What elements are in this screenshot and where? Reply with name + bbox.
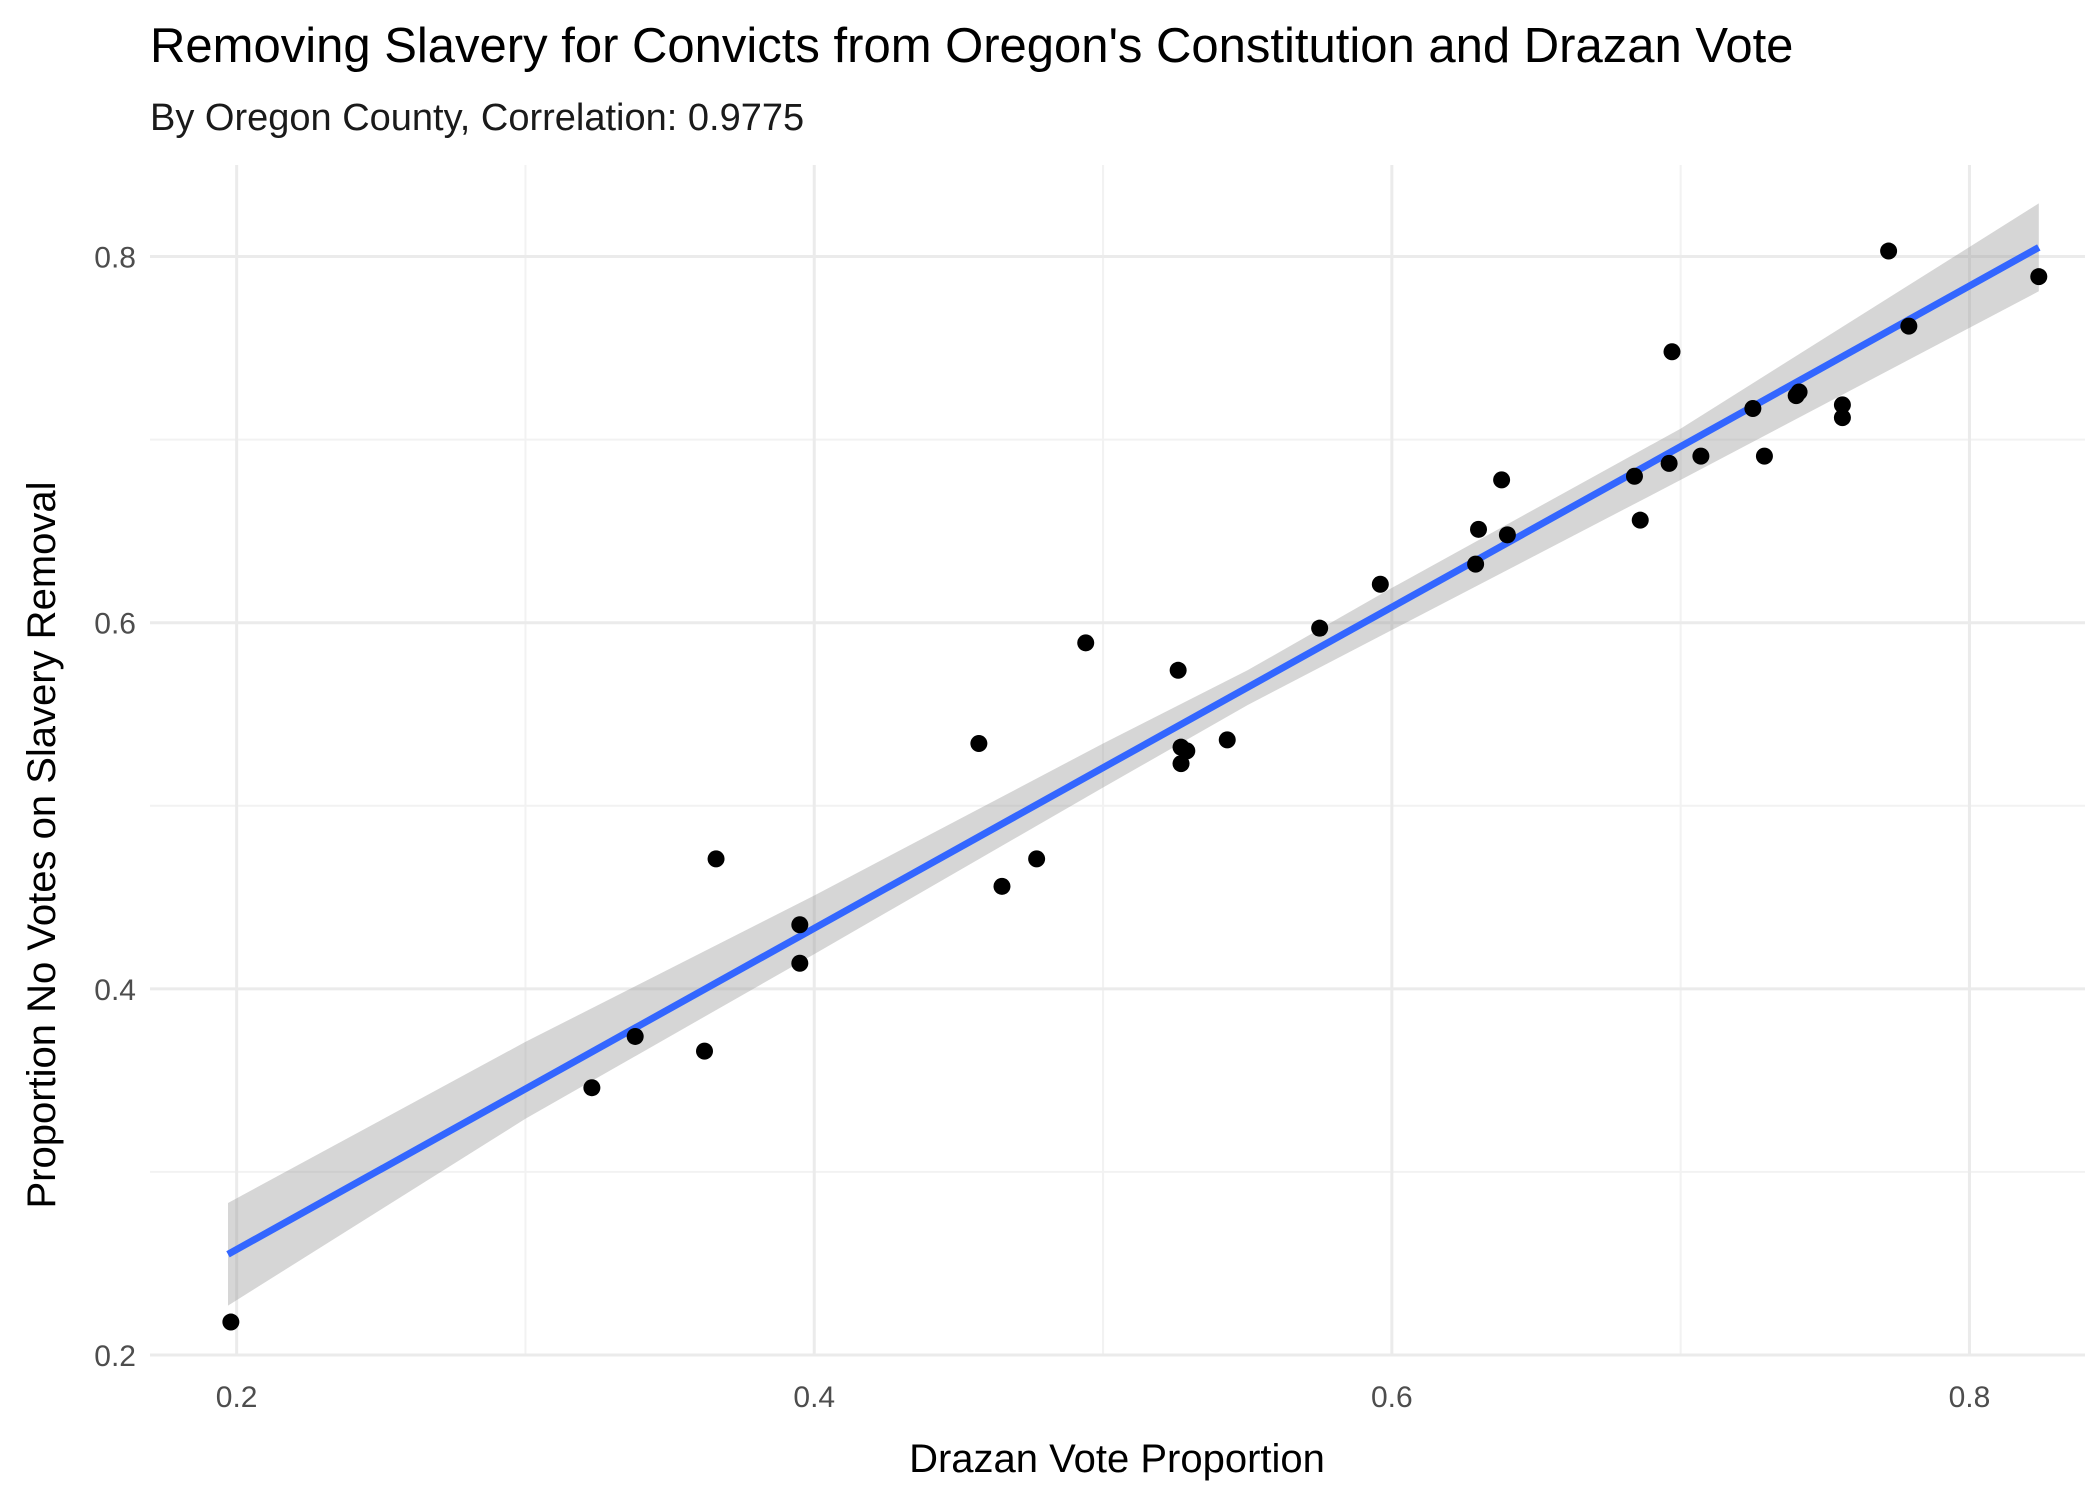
data-point (1169, 661, 1187, 679)
data-point (1467, 555, 1485, 573)
x-tick-label: 0.6 (1371, 1381, 1413, 1414)
chart-subtitle: By Oregon County, Correlation: 0.9775 (150, 97, 804, 139)
data-point (791, 954, 809, 972)
chart-title: Removing Slavery for Convicts from Orego… (150, 19, 1793, 73)
data-point (2030, 268, 2048, 286)
data-point (1311, 619, 1329, 637)
data-point (791, 916, 809, 934)
data-point (1178, 742, 1196, 760)
x-tick-label: 0.8 (1949, 1381, 1991, 1414)
data-point (1028, 850, 1046, 868)
y-tick-label: 0.6 (94, 608, 136, 641)
data-point (1744, 399, 1762, 417)
data-point (1172, 755, 1190, 773)
x-tick-label: 0.4 (793, 1381, 835, 1414)
data-point (1077, 634, 1095, 652)
y-tick-label: 0.2 (94, 1340, 136, 1373)
data-point (993, 877, 1011, 895)
data-point (1833, 409, 1851, 427)
regression-line (226, 244, 2041, 1258)
data-point (1663, 343, 1681, 361)
data-point (1371, 575, 1389, 593)
y-tick-label: 0.4 (94, 974, 136, 1007)
data-point (707, 850, 725, 868)
data-point (1218, 731, 1236, 749)
x-axis-title: Drazan Vote Proportion (909, 1437, 1325, 1481)
x-tick-label: 0.2 (216, 1381, 258, 1414)
y-axis-tick-labels: 0.2 0.4 0.6 0.8 (94, 242, 136, 1373)
data-point (1498, 526, 1516, 544)
y-axis-title: Proportion No Votes on Slavery Removal (20, 481, 64, 1208)
data-point (626, 1027, 644, 1045)
data-point (222, 1313, 240, 1331)
data-point (1493, 471, 1511, 489)
data-points (222, 242, 2048, 1331)
data-point (1790, 383, 1808, 401)
data-point (970, 735, 988, 753)
data-point (1631, 511, 1649, 529)
minor-gridlines (150, 165, 2085, 1355)
y-tick-label: 0.8 (94, 242, 136, 275)
major-gridlines (150, 165, 2085, 1357)
data-point (696, 1042, 714, 1060)
data-point (583, 1079, 601, 1097)
data-point (1880, 242, 1898, 260)
data-point (1470, 520, 1488, 538)
data-point (1692, 447, 1710, 465)
data-point (1755, 447, 1773, 465)
data-point (1900, 317, 1918, 335)
x-axis-tick-labels: 0.2 0.4 0.6 0.8 (216, 1381, 1991, 1414)
data-point (1660, 454, 1678, 472)
data-point (1625, 467, 1643, 485)
data-point (1833, 396, 1851, 414)
